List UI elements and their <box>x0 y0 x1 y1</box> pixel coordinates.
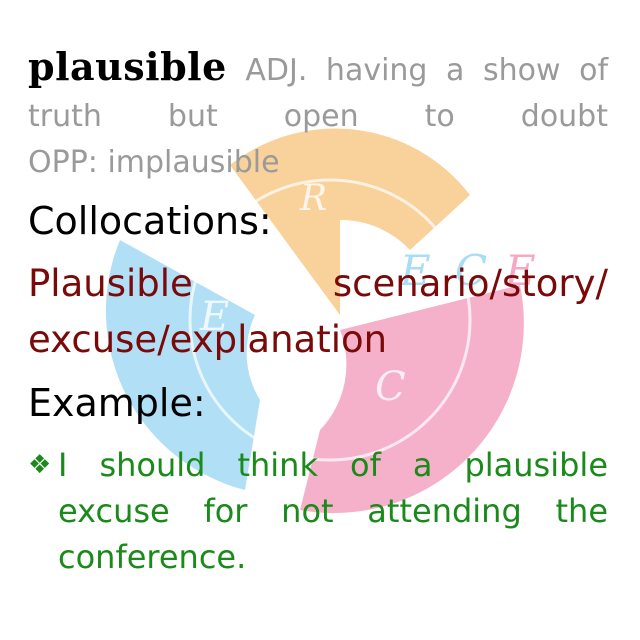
example-line-1: I should think of a plausible <box>58 446 608 484</box>
watermark-orange-sector <box>230 128 470 315</box>
collocations-line-1: Plausible scenario/story/ <box>28 262 608 305</box>
definition-block: plausible ADJ. having a show of truth bu… <box>28 44 608 140</box>
diamond-bullet-icon: ❖ <box>28 450 52 480</box>
dictionary-entry: plausible ADJ. having a show of truth bu… <box>28 44 608 580</box>
watermark-letter-c1: C <box>375 364 406 410</box>
watermark-letter-c2: C <box>455 246 487 295</box>
watermark-letter-e2: E <box>399 246 431 295</box>
headword: plausible <box>28 44 227 89</box>
example-line-3: conference. <box>58 538 247 576</box>
watermark-letter-r: R <box>299 178 327 219</box>
watermark-blue-sector <box>105 240 260 490</box>
example-heading: Example: <box>28 381 206 425</box>
definition-text: ADJ. having a show of truth but open to … <box>28 53 609 134</box>
collocations-line-2: excuse/explanation <box>28 318 388 361</box>
watermark-letter-e3: E <box>504 246 536 295</box>
example-line-2: excuse for not attending the <box>58 492 608 530</box>
watermark-letter-e1: E <box>199 294 229 340</box>
opposite-text: OPP: implausible <box>28 145 280 180</box>
example-sentence: ❖ I should think of a plausible excuse f… <box>28 442 608 580</box>
collocations-heading: Collocations: <box>28 199 272 243</box>
